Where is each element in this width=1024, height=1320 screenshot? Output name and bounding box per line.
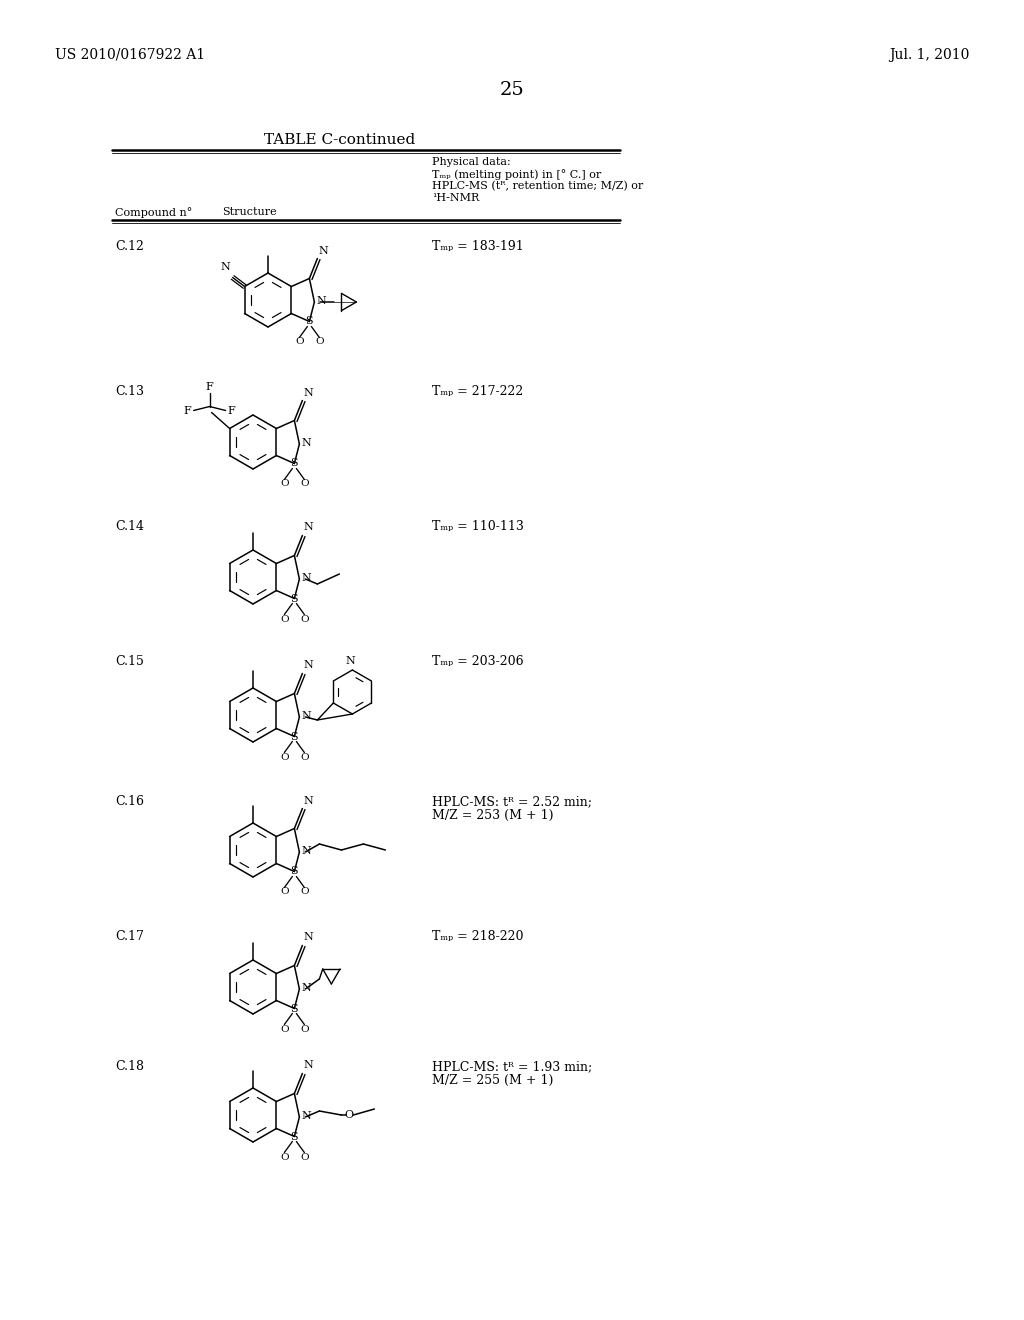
Text: Tₘₚ (melting point) in [° C.] or: Tₘₚ (melting point) in [° C.] or: [432, 169, 601, 180]
Text: N: N: [301, 711, 311, 721]
Text: O: O: [315, 338, 324, 346]
Text: N: N: [303, 523, 313, 532]
Text: F: F: [206, 381, 213, 392]
Text: C.15: C.15: [115, 655, 144, 668]
Text: C.16: C.16: [115, 795, 144, 808]
Text: F: F: [184, 405, 191, 416]
Text: N: N: [303, 660, 313, 671]
Text: O: O: [281, 887, 289, 896]
Text: N: N: [301, 573, 311, 583]
Text: Tₘₚ = 110-113: Tₘₚ = 110-113: [432, 520, 524, 533]
Text: Compound n°: Compound n°: [115, 207, 193, 218]
Text: Tₘₚ = 183-191: Tₘₚ = 183-191: [432, 240, 523, 253]
Text: O: O: [300, 1152, 308, 1162]
Text: C.13: C.13: [115, 385, 144, 399]
Text: S: S: [291, 731, 298, 742]
Text: O: O: [300, 1024, 308, 1034]
Text: N: N: [301, 438, 311, 447]
Text: N: N: [303, 1060, 313, 1071]
Text: C.14: C.14: [115, 520, 144, 533]
Text: O: O: [281, 615, 289, 623]
Text: O: O: [281, 1024, 289, 1034]
Text: C.17: C.17: [115, 931, 144, 942]
Text: N: N: [301, 1111, 311, 1121]
Text: N: N: [221, 263, 230, 272]
Text: M/Z = 253 (M + 1): M/Z = 253 (M + 1): [432, 809, 554, 822]
Text: S: S: [291, 1131, 298, 1142]
Text: N: N: [301, 983, 311, 993]
Text: N: N: [303, 932, 313, 942]
Text: US 2010/0167922 A1: US 2010/0167922 A1: [55, 48, 205, 62]
Text: O: O: [281, 1152, 289, 1162]
Text: S: S: [305, 317, 313, 326]
Text: TABLE C-continued: TABLE C-continued: [264, 133, 416, 147]
Text: 25: 25: [500, 81, 524, 99]
Text: N: N: [303, 796, 313, 805]
Text: N: N: [345, 656, 355, 667]
Text: HPLC-MS: tᴿ = 1.93 min;: HPLC-MS: tᴿ = 1.93 min;: [432, 1060, 592, 1073]
Text: C.12: C.12: [115, 240, 144, 253]
Text: S: S: [291, 1003, 298, 1014]
Text: F: F: [227, 405, 236, 416]
Text: HPLC-MS: tᴿ = 2.52 min;: HPLC-MS: tᴿ = 2.52 min;: [432, 795, 592, 808]
Text: O: O: [281, 752, 289, 762]
Text: Physical data:: Physical data:: [432, 157, 511, 168]
Text: Jul. 1, 2010: Jul. 1, 2010: [889, 48, 969, 62]
Text: C.18: C.18: [115, 1060, 144, 1073]
Text: O: O: [345, 1110, 354, 1119]
Text: N: N: [318, 246, 328, 256]
Text: O: O: [295, 338, 304, 346]
Text: M/Z = 255 (M + 1): M/Z = 255 (M + 1): [432, 1074, 553, 1086]
Text: Tₘₚ = 203-206: Tₘₚ = 203-206: [432, 655, 523, 668]
Text: O: O: [300, 752, 308, 762]
Text: Tₘₚ = 218-220: Tₘₚ = 218-220: [432, 931, 523, 942]
Text: O: O: [300, 479, 308, 488]
Text: O: O: [300, 887, 308, 896]
Text: N: N: [303, 388, 313, 397]
Text: Structure: Structure: [222, 207, 276, 216]
Text: S: S: [291, 458, 298, 469]
Text: O: O: [281, 479, 289, 488]
Text: N: N: [301, 846, 311, 855]
Text: HPLC-MS (tᴿ, retention time; M/Z) or: HPLC-MS (tᴿ, retention time; M/Z) or: [432, 181, 643, 191]
Text: ¹H-NMR: ¹H-NMR: [432, 193, 479, 203]
Text: S: S: [291, 866, 298, 876]
Text: O: O: [300, 615, 308, 623]
Text: Tₘₚ = 217-222: Tₘₚ = 217-222: [432, 385, 523, 399]
Text: S: S: [291, 594, 298, 603]
Text: N: N: [316, 296, 326, 306]
